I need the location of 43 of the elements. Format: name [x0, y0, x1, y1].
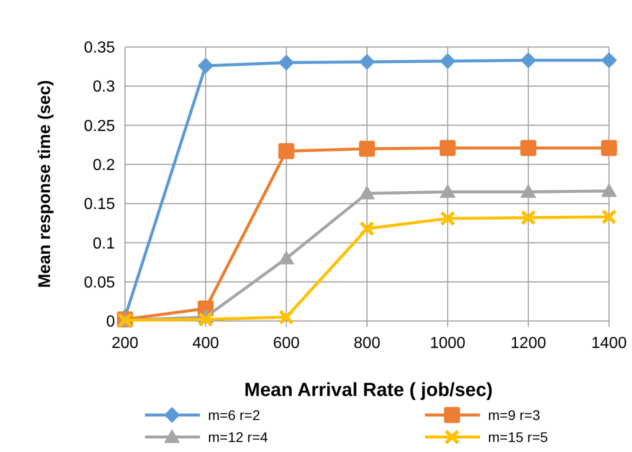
- y-tick-label: 0: [106, 314, 116, 331]
- y-axis-title: Mean response time (sec): [35, 80, 54, 288]
- point: [198, 312, 214, 328]
- y-tick-label: 0.15: [84, 196, 116, 214]
- point: [601, 52, 617, 68]
- point: [198, 58, 214, 74]
- point: [359, 185, 375, 200]
- x-tick-label: 1400: [591, 335, 627, 352]
- point: [359, 54, 375, 70]
- point: [601, 140, 617, 156]
- point: [278, 143, 294, 160]
- point: [520, 210, 536, 226]
- point: [440, 140, 456, 156]
- point: [520, 140, 536, 156]
- legend-label: m=9 r=3: [488, 406, 540, 423]
- point: [601, 209, 617, 225]
- x-tick-label: 1000: [430, 335, 466, 352]
- point: [520, 184, 536, 198]
- x-tick-label: 1200: [510, 335, 546, 352]
- x-tick-label: 400: [192, 335, 220, 352]
- point: [520, 52, 536, 68]
- x-tick-label: 600: [272, 335, 300, 352]
- point: [359, 140, 375, 157]
- y-tick-label: 0.2: [92, 157, 116, 174]
- point: [440, 184, 456, 198]
- y-tick-label: 0.1: [92, 235, 116, 252]
- point: [440, 53, 456, 70]
- point: [601, 183, 617, 198]
- x-tick-label: 800: [354, 335, 380, 352]
- y-tick-label: 0.3: [92, 78, 116, 96]
- point: [359, 220, 375, 236]
- y-tick-label: 0.05: [84, 274, 116, 292]
- point: [278, 54, 294, 71]
- point: [440, 210, 456, 226]
- x-axis-title: Mean Arrival Rate ( job/sec): [244, 380, 493, 401]
- legend-label: m=6 r=2: [208, 406, 260, 423]
- x-tick-label: 200: [112, 335, 138, 352]
- y-tick-label: 0.35: [84, 40, 116, 57]
- legend-label: m=12 r=4: [208, 428, 268, 445]
- y-tick-label: 0.25: [84, 118, 116, 135]
- point: [278, 250, 294, 264]
- point: [278, 309, 294, 325]
- legend-label: m=15 r=5: [488, 428, 548, 445]
